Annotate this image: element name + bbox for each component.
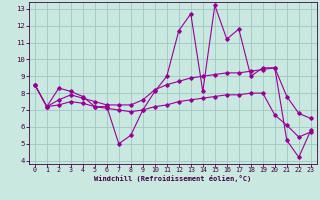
- X-axis label: Windchill (Refroidissement éolien,°C): Windchill (Refroidissement éolien,°C): [94, 175, 252, 182]
